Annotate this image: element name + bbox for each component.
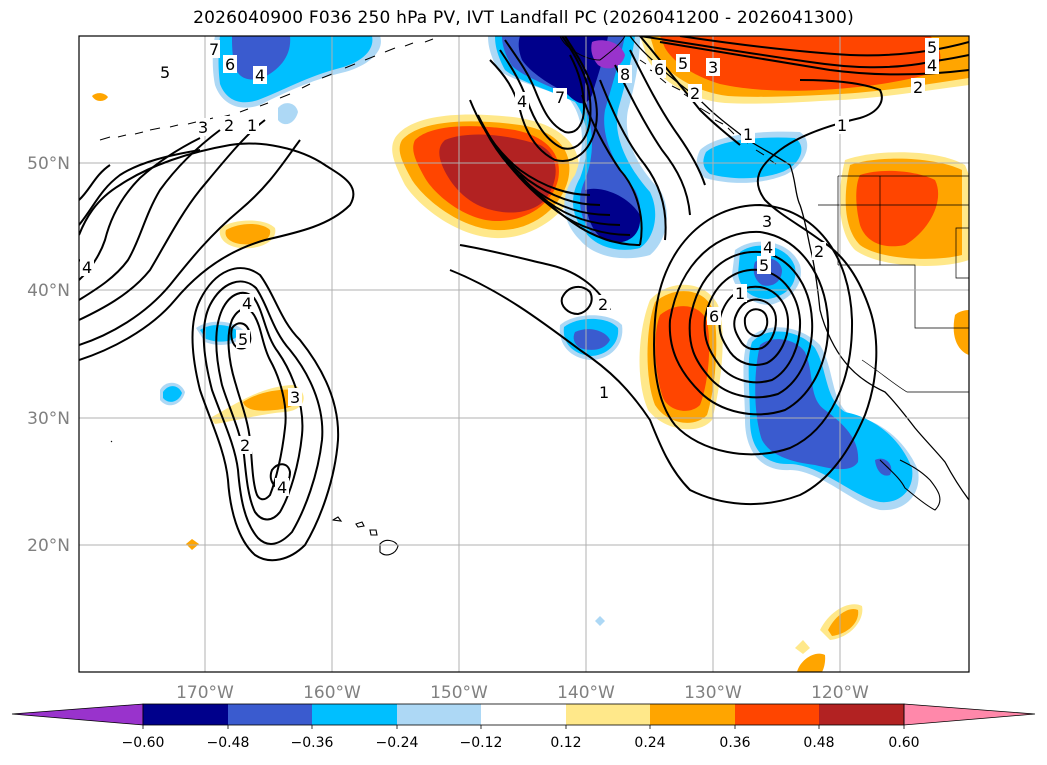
lat-axis: 50°N 40°N 30°N 20°N (27, 154, 70, 556)
colorbar-tick-label: 0.60 (888, 735, 919, 751)
contour-label: 5 (160, 63, 170, 82)
colorbar-bin (735, 704, 819, 725)
contour-labels: 7 5 6 4 3 2 1 4 4 5 2 3 4 2 4 7 8 6 5 3 … (80, 38, 939, 497)
lat-label: 50°N (27, 154, 70, 174)
colorbar-bin (481, 704, 566, 725)
contour-label: 2 (690, 84, 700, 103)
shaded-field-layer (92, 36, 969, 672)
contour-label: 4 (255, 66, 265, 85)
contour-label: 6 (225, 55, 235, 74)
colorbar-bin (819, 704, 904, 725)
colorbar-bin (397, 704, 481, 725)
colorbar-tick-label: −0.60 (122, 735, 165, 751)
colorbar-tick-label: 0.24 (634, 735, 665, 751)
colorbar-bin (312, 704, 397, 725)
map-frame (78, 35, 970, 673)
contour-label: 4 (927, 56, 937, 75)
contour-label: 5 (238, 330, 248, 349)
contour-label: 1 (743, 125, 753, 144)
contour-label: 2 (224, 116, 234, 135)
contour-label: 3 (198, 118, 208, 137)
map-title: 2026040900 F036 250 hPa PV, IVT Landfall… (193, 8, 854, 28)
colorbar-tick-label: −0.12 (460, 735, 503, 751)
contour-label: 6 (709, 307, 719, 326)
contour-label: 5 (927, 38, 937, 57)
lon-label: 160°W (303, 683, 361, 703)
colorbar-tick-label: −0.36 (291, 735, 334, 751)
contour-label: 3 (290, 388, 300, 407)
colorbar-extend-max (903, 703, 1036, 726)
colorbar-bin (228, 704, 312, 725)
contour-label: 4 (242, 294, 252, 313)
contour-label: 1 (837, 116, 847, 135)
lon-label: 130°W (684, 683, 742, 703)
colorbar-tick-label: −0.24 (376, 735, 419, 751)
contour-label: 2 (913, 78, 923, 97)
contour-label: 2 (598, 295, 608, 314)
contour-label: 2 (814, 242, 824, 261)
colorbar-bin (143, 704, 228, 725)
colorbar-tick-label: 0.36 (719, 735, 750, 751)
contour-label: 2 (240, 436, 250, 455)
contour-label: 3 (762, 212, 772, 231)
lon-label: 150°W (430, 683, 488, 703)
contour-label: 8 (620, 65, 630, 84)
contour-label: 1 (735, 284, 745, 303)
lat-label: 40°N (27, 281, 70, 301)
colorbar: −0.60 −0.48 −0.36 −0.24 −0.12 0.12 0.24 … (11, 703, 1036, 751)
colorbar-tick-label: 0.12 (550, 735, 581, 751)
lon-axis: 170°W 160°W 150°W 140°W 130°W 120°W (176, 683, 869, 703)
lon-label: 120°W (811, 683, 869, 703)
lon-label: 140°W (557, 683, 615, 703)
lat-label: 30°N (27, 409, 70, 429)
contour-label: 7 (209, 40, 219, 59)
contour-label: 5 (759, 256, 769, 275)
contour-label: 4 (763, 238, 773, 257)
lat-label: 20°N (27, 536, 70, 556)
lon-label: 170°W (176, 683, 234, 703)
colorbar-tick-label: 0.48 (803, 735, 834, 751)
contour-label: 1 (599, 383, 609, 402)
contour-label: 3 (708, 58, 718, 77)
contour-label: 1 (247, 116, 257, 135)
colorbar-tick-label: −0.48 (207, 735, 250, 751)
colorbar-bin (566, 704, 650, 725)
contour-label: 4 (277, 478, 287, 497)
contour-label: 6 (654, 60, 664, 79)
contour-label: 4 (82, 258, 92, 277)
contour-label: 7 (555, 88, 565, 107)
colorbar-extend-min (11, 703, 144, 726)
contour-label: 5 (678, 54, 688, 73)
contour-label: 4 (517, 92, 527, 111)
colorbar-bin (650, 704, 735, 725)
